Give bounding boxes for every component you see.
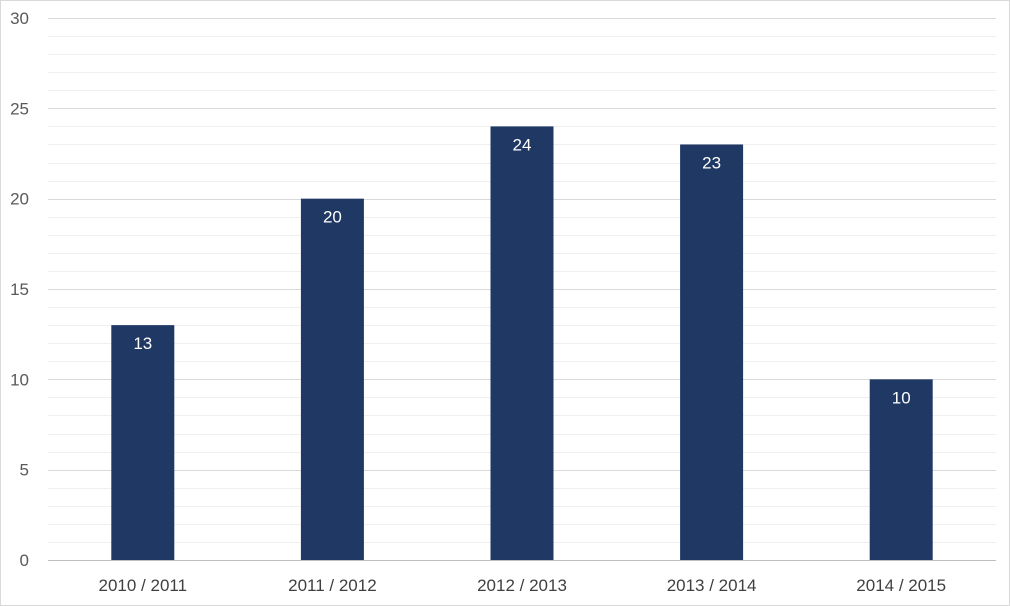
x-category-label: 2012 / 2013 bbox=[477, 576, 567, 595]
bar-3 bbox=[490, 126, 554, 561]
bar-2 bbox=[300, 198, 364, 560]
bars bbox=[111, 126, 933, 561]
data-label: 10 bbox=[892, 388, 911, 407]
data-label: 20 bbox=[323, 208, 342, 227]
y-tick-label: 15 bbox=[10, 280, 29, 299]
y-tick-label: 5 bbox=[20, 461, 29, 480]
data-label: 24 bbox=[513, 135, 532, 154]
labels: 0 5 10 15 20 25 30 13 2010 / 2011 20 2011 / 2012 24… bbox=[10, 9, 946, 595]
bar-5 bbox=[869, 379, 933, 560]
y-tick-label: 20 bbox=[10, 190, 29, 209]
x-category-label: 2013 / 2014 bbox=[667, 576, 757, 595]
y-tick-label: 0 bbox=[20, 551, 29, 570]
y-tick-label: 30 bbox=[10, 9, 29, 28]
data-label: 23 bbox=[702, 153, 721, 172]
bar-1 bbox=[111, 325, 175, 560]
x-category-label: 2011 / 2012 bbox=[288, 576, 377, 595]
data-label: 13 bbox=[133, 334, 152, 353]
x-category-label: 2010 / 2011 bbox=[99, 576, 188, 595]
y-tick-label: 10 bbox=[10, 370, 29, 389]
bar-4 bbox=[680, 144, 744, 560]
x-category-label: 2014 / 2015 bbox=[856, 576, 946, 595]
y-tick-label: 25 bbox=[10, 99, 29, 118]
